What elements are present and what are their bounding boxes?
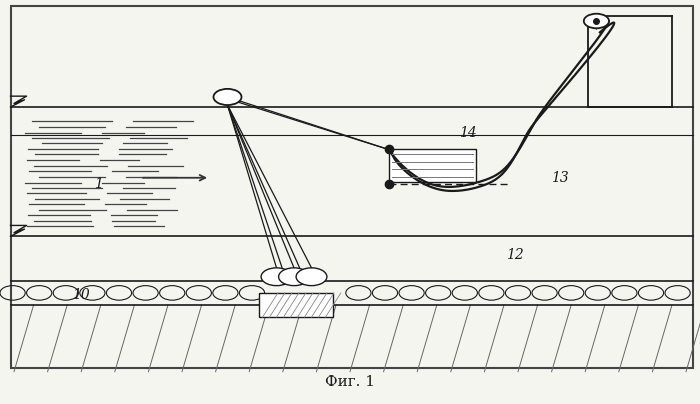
Text: 9: 9 — [318, 297, 326, 311]
Text: Фиг. 1: Фиг. 1 — [325, 375, 375, 389]
Text: 1: 1 — [94, 177, 102, 191]
Circle shape — [584, 14, 609, 28]
Bar — [10, 6, 693, 368]
Circle shape — [296, 268, 327, 286]
Circle shape — [279, 268, 309, 286]
Circle shape — [214, 89, 242, 105]
Text: 13: 13 — [551, 171, 569, 185]
Bar — [389, 149, 476, 182]
Text: 10: 10 — [71, 288, 90, 302]
Text: 12: 12 — [505, 248, 524, 261]
Circle shape — [261, 268, 292, 286]
Text: 14: 14 — [458, 126, 477, 140]
Bar — [259, 293, 332, 317]
